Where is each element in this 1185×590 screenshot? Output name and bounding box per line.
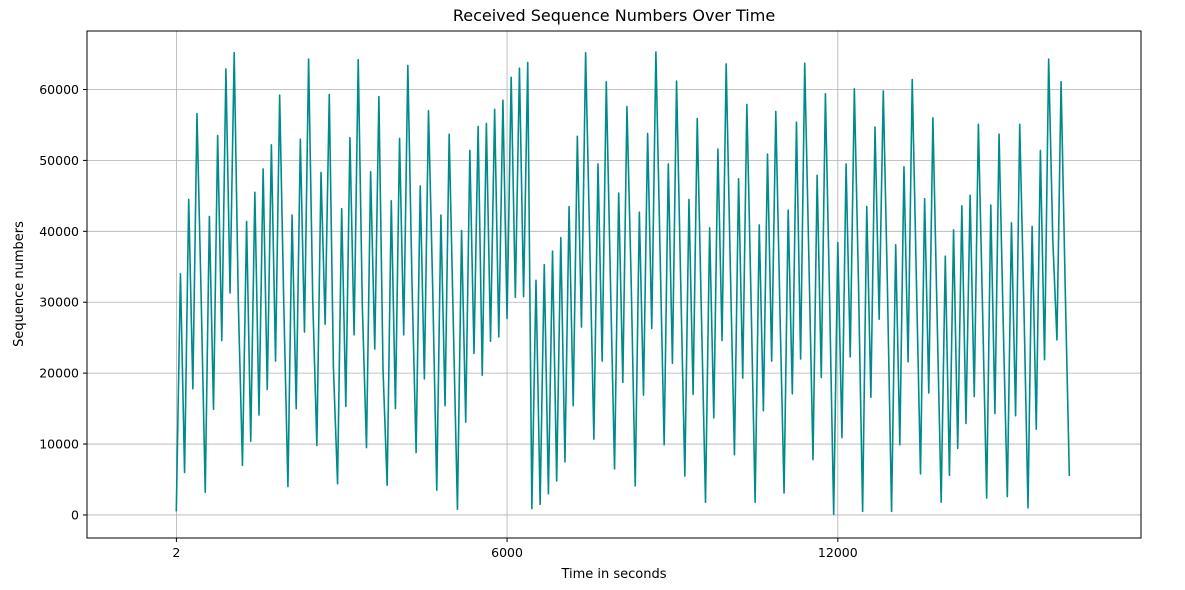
series-line [175,51,1071,516]
y-tick-label: 30000 [39,295,79,310]
x-tick-label: 6000 [491,545,523,560]
x-axis-label: Time in seconds [560,567,666,582]
plot-frame [86,30,1142,539]
x-axis-ticks: 2 6000 12000 [172,538,858,560]
series-layer [175,51,1071,516]
y-axis-ticks: 0 10000 20000 30000 40000 50000 60000 [39,82,87,522]
y-tick-label: 0 [71,507,79,522]
y-axis-label: Sequence numbers [12,221,27,347]
y-tick-label: 50000 [39,153,79,168]
x-tick-label: 12000 [818,545,858,560]
y-tick-label: 10000 [39,437,79,452]
chart-title: Received Sequence Numbers Over Time [453,6,775,25]
y-tick-label: 20000 [39,366,79,381]
y-tick-label: 40000 [39,224,79,239]
y-tick-label: 60000 [39,82,79,97]
x-tick-label: 2 [172,545,180,560]
